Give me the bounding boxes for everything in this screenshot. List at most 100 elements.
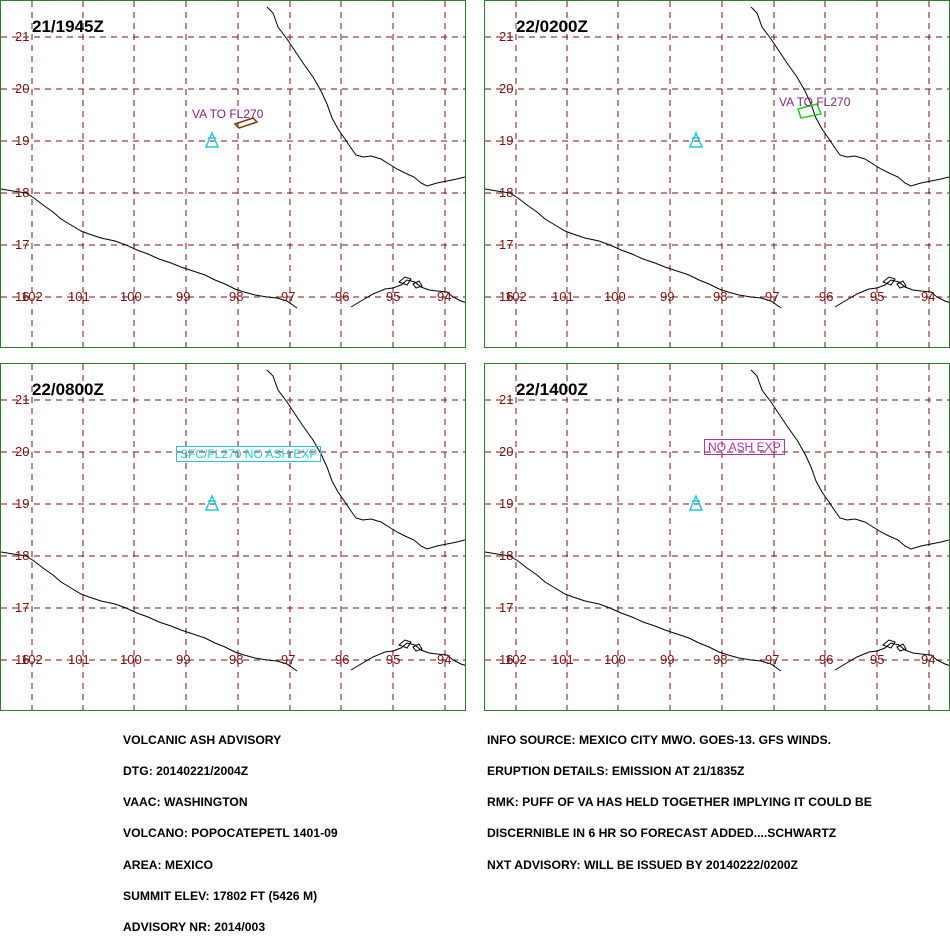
ash-cloud-outline xyxy=(797,103,823,119)
advisory-line: INFO SOURCE: MEXICO CITY MWO. GOES-13. G… xyxy=(487,733,832,747)
advisory-line: ADVISORY NR: 2014/003 xyxy=(123,921,266,935)
lon-label: 99 xyxy=(660,289,675,304)
map-canvas xyxy=(1,1,465,347)
island xyxy=(412,643,423,652)
lon-label: 97 xyxy=(281,289,296,304)
lon-label: 96 xyxy=(819,289,834,304)
lon-label: 96 xyxy=(335,652,350,667)
lon-label: 102 xyxy=(21,289,43,304)
panel-time-label: 22/1400Z xyxy=(516,380,588,399)
lat-label: 20 xyxy=(499,81,514,96)
lon-label: 102 xyxy=(505,652,527,667)
coastline xyxy=(834,642,949,671)
lon-label: 96 xyxy=(819,652,834,667)
coastline xyxy=(350,279,465,308)
advisory-line: VOLCANIC ASH ADVISORY xyxy=(123,733,282,747)
lat-label: 18 xyxy=(15,185,30,200)
coastline xyxy=(350,642,465,671)
advisory-line: ERUPTION DETAILS: EMISSION AT 21/1835Z xyxy=(487,765,745,779)
volcano-icon xyxy=(688,494,704,511)
lat-label: 18 xyxy=(499,185,514,200)
lat-label: 19 xyxy=(15,496,30,511)
lon-label: 95 xyxy=(870,652,885,667)
coastline xyxy=(834,279,949,308)
panel-time-label: 22/0200Z xyxy=(516,17,588,36)
panel-time-label: 21/1945Z xyxy=(32,17,104,36)
ash-label: SFC/FL270 NO ASH EXP xyxy=(176,446,322,462)
lat-label: 17 xyxy=(499,600,514,615)
lat-label: 20 xyxy=(499,444,514,459)
lon-label: 95 xyxy=(870,289,885,304)
coastline xyxy=(266,6,465,187)
coastline xyxy=(750,369,949,550)
map-canvas xyxy=(485,1,949,347)
island xyxy=(398,276,412,286)
lon-label: 97 xyxy=(765,289,780,304)
lon-label: 94 xyxy=(437,289,452,304)
island xyxy=(896,280,907,289)
lat-label: 17 xyxy=(15,237,30,252)
lat-label: 16 xyxy=(15,652,30,667)
lon-label: 102 xyxy=(505,289,527,304)
lat-label: 19 xyxy=(499,133,514,148)
lon-label: 98 xyxy=(229,652,244,667)
lon-label: 102 xyxy=(21,652,43,667)
lat-label: 21 xyxy=(499,29,514,44)
coastline xyxy=(485,188,782,309)
map-panel-1: 21/1945Z VA TO FL270 21 20 19 18 17 16 102 101 1… xyxy=(0,0,466,348)
map-panel-3: 22/0800Z SFC/FL270 NO ASH EXP 21 20 19 18 17… xyxy=(0,363,466,711)
lon-label: 99 xyxy=(176,289,191,304)
lon-label: 99 xyxy=(176,652,191,667)
lon-label: 100 xyxy=(604,289,626,304)
map-canvas xyxy=(485,364,949,710)
lat-label: 21 xyxy=(15,392,30,407)
lat-label: 17 xyxy=(15,600,30,615)
lat-label: 16 xyxy=(15,289,30,304)
lon-label: 95 xyxy=(386,652,401,667)
lon-label: 100 xyxy=(604,652,626,667)
advisory-line: VAAC: WASHINGTON xyxy=(123,796,248,810)
lat-label: 18 xyxy=(15,548,30,563)
coastline xyxy=(750,6,949,187)
lon-label: 96 xyxy=(335,289,350,304)
panel-time-label: 22/0800Z xyxy=(32,380,104,399)
coastline xyxy=(1,188,298,309)
ash-label: NO ASH EXP xyxy=(704,439,785,455)
coastline xyxy=(485,551,782,672)
lon-label: 100 xyxy=(120,289,142,304)
lon-label: 101 xyxy=(68,289,90,304)
ash-label: VA TO FL270 xyxy=(192,107,264,121)
lat-label: 18 xyxy=(499,548,514,563)
lat-label: 17 xyxy=(499,237,514,252)
island xyxy=(412,280,423,289)
coastline xyxy=(266,369,465,550)
coastline xyxy=(1,551,298,672)
volcano-icon xyxy=(688,131,704,148)
advisory-line: AREA: MEXICO xyxy=(123,858,213,872)
lon-label: 98 xyxy=(713,652,728,667)
lat-label: 16 xyxy=(499,652,514,667)
island xyxy=(398,639,412,649)
lon-label: 100 xyxy=(120,652,142,667)
map-panel-4: 22/1400Z NO ASH EXP 21 20 19 18 17 16 102 101 10… xyxy=(484,363,950,711)
advisory-line: NXT ADVISORY: WILL BE ISSUED BY 20140222… xyxy=(487,858,798,872)
advisory-line: SUMMIT ELEV: 17802 FT (5426 M) xyxy=(123,889,318,903)
lon-label: 97 xyxy=(281,652,296,667)
lon-label: 98 xyxy=(229,289,244,304)
island xyxy=(882,639,896,649)
lon-label: 98 xyxy=(713,289,728,304)
island xyxy=(882,276,896,286)
advisory-line: DISCERNIBLE IN 6 HR SO FORECAST ADDED...… xyxy=(487,827,837,841)
lat-label: 19 xyxy=(15,133,30,148)
lon-label: 101 xyxy=(552,652,574,667)
lat-label: 21 xyxy=(499,392,514,407)
lon-label: 101 xyxy=(68,652,90,667)
island xyxy=(896,643,907,652)
lon-label: 94 xyxy=(437,652,452,667)
lat-label: 16 xyxy=(499,289,514,304)
advisory-info-left: VOLCANIC ASH ADVISORY DTG: 20140221/2004… xyxy=(123,715,338,944)
advisory-line: VOLCANO: POPOCATEPETL 1401-09 xyxy=(123,827,338,841)
lon-label: 101 xyxy=(552,289,574,304)
lat-label: 21 xyxy=(15,29,30,44)
lat-label: 19 xyxy=(499,496,514,511)
